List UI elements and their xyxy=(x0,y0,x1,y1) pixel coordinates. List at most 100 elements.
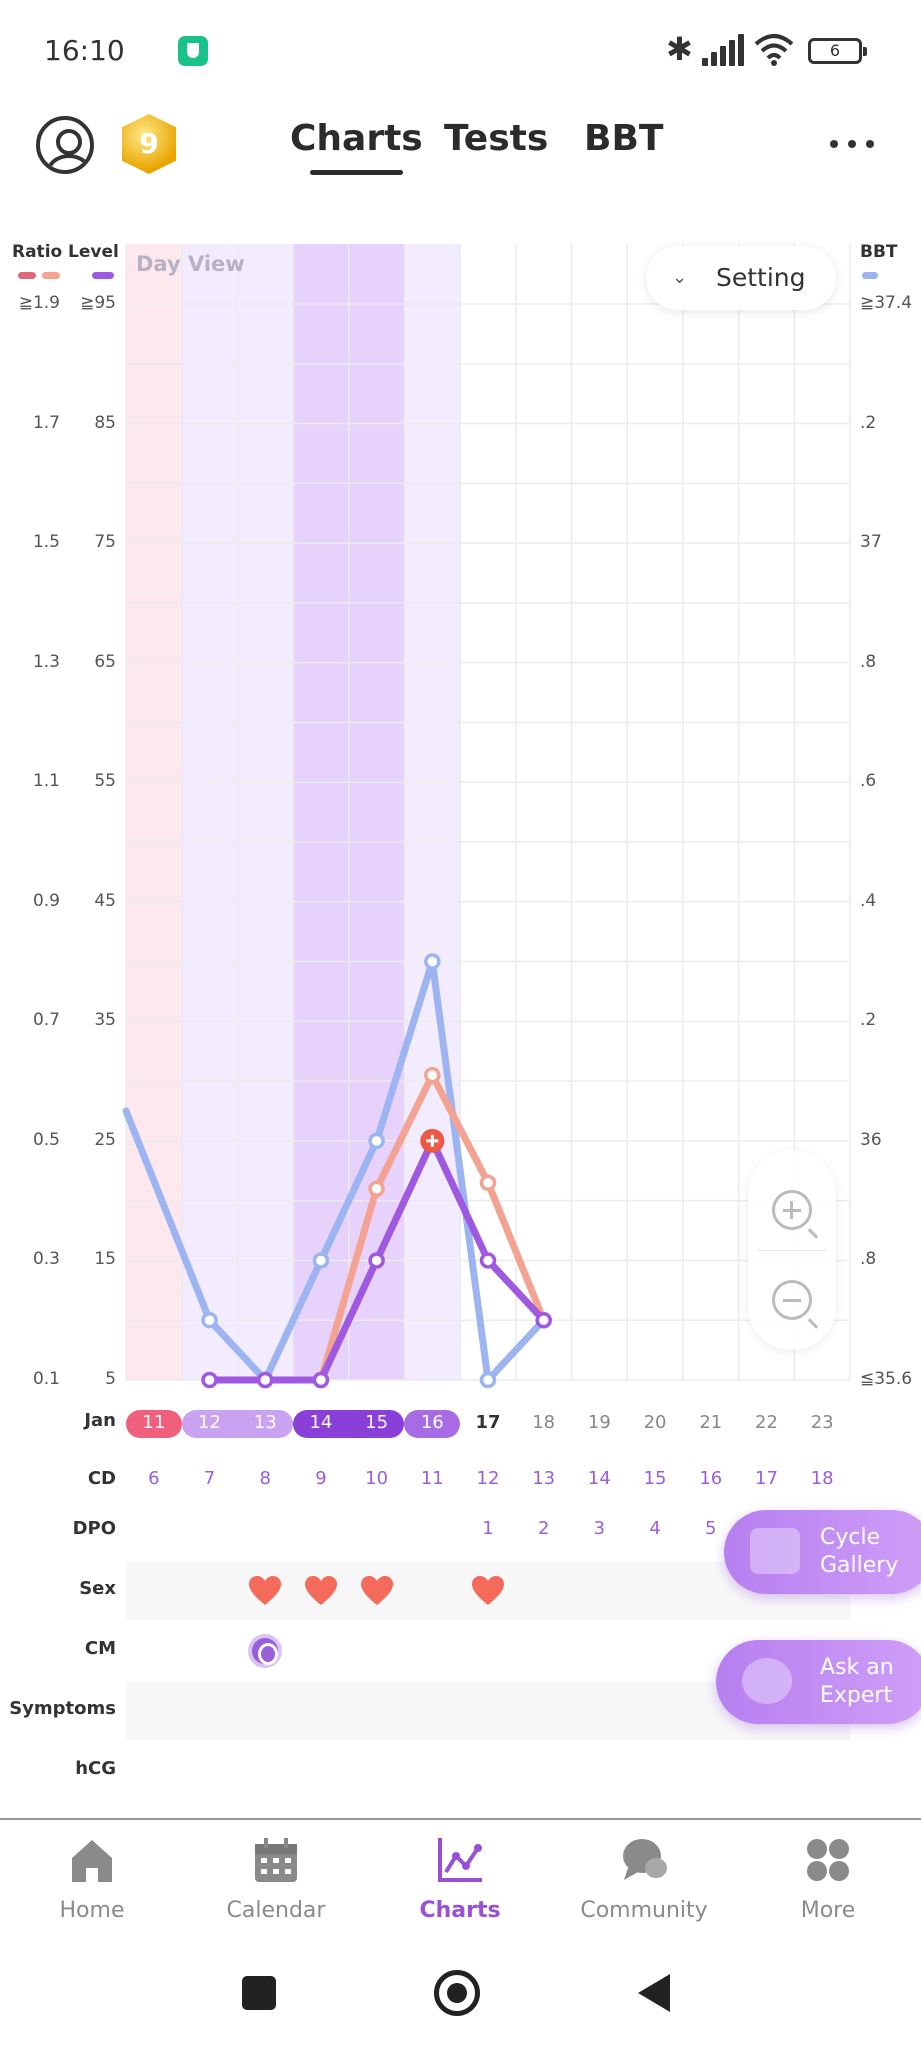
nav-more[interactable]: More xyxy=(736,1820,920,1940)
date-cell[interactable]: 23 xyxy=(810,1412,834,1433)
zoom-out-icon[interactable] xyxy=(772,1280,819,1329)
bluetooth-icon: ✱ xyxy=(666,30,693,68)
nav-community[interactable]: Community xyxy=(552,1820,736,1940)
peak-day-pill xyxy=(293,1410,405,1438)
ratio-point xyxy=(424,1066,441,1084)
shield-icon xyxy=(178,36,208,66)
cycle-gallery-line1: Cycle xyxy=(820,1525,881,1550)
heart-icon[interactable] xyxy=(360,1576,394,1606)
ratio-tick-label: 1.1 xyxy=(32,771,60,792)
fertile-day-pill xyxy=(181,1410,294,1438)
zoom-in-icon[interactable] xyxy=(772,1190,819,1239)
date-cell[interactable]: 18 xyxy=(532,1412,556,1433)
level-badge-icon[interactable]: 9 xyxy=(122,114,176,174)
level-tick-label: 35 xyxy=(94,1010,116,1031)
date-cell[interactable]: 19 xyxy=(587,1412,611,1433)
level-legend-dot xyxy=(92,272,114,279)
cd-cell: 14 xyxy=(587,1468,611,1489)
cd-cell: 16 xyxy=(699,1468,723,1489)
ratio-tick-label: 1.7 xyxy=(32,412,60,433)
nav-calendar[interactable]: Calendar xyxy=(184,1820,368,1940)
more-options-icon[interactable] xyxy=(830,140,874,148)
level-tick-label: 85 xyxy=(94,412,116,433)
bbt-tick-label: ≦35.6 xyxy=(860,1369,913,1389)
bbt-tick-label: .6 xyxy=(860,771,877,792)
date-cell[interactable]: 15 xyxy=(365,1412,389,1433)
ratio-tick-label: 1.5 xyxy=(32,532,60,553)
heart-icon[interactable] xyxy=(304,1576,338,1606)
expert-chat-icon xyxy=(742,1658,792,1704)
bbt-tick-label: .4 xyxy=(860,890,877,911)
nav-community-label: Community xyxy=(580,1898,708,1923)
cd-cell: 9 xyxy=(315,1468,327,1489)
bbt-axis-title: BBT xyxy=(860,242,898,262)
heart-icon[interactable] xyxy=(471,1576,505,1606)
dpo-cell: 5 xyxy=(705,1518,717,1539)
level-tick-label: 15 xyxy=(94,1249,116,1270)
level-tick-label: 55 xyxy=(94,771,116,792)
cd-row-label: CD xyxy=(87,1468,116,1489)
tab-tests[interactable]: Tests xyxy=(444,118,549,159)
tab-charts[interactable]: Charts xyxy=(290,118,423,175)
battery-icon: 6 xyxy=(808,38,867,64)
date-cell[interactable]: 20 xyxy=(643,1412,667,1433)
ratio-legend-dot-2 xyxy=(42,272,60,279)
date-cell[interactable]: 16 xyxy=(420,1412,444,1433)
ratio-tick-label: 0.5 xyxy=(32,1129,60,1150)
nav-charts-label: Charts xyxy=(419,1898,501,1923)
bbt-tick-label: ≧37.4 xyxy=(860,293,913,313)
status-time: 16:10 xyxy=(44,34,125,67)
fertility-chart: Ratio Level BBT ≧1.9 1.7 1.5 1.3 1.1 0.9 0.7 0.… xyxy=(0,230,921,1390)
cycle-gallery-button[interactable]: Cycle Gallery xyxy=(724,1510,921,1594)
dpo-row-label: DPO xyxy=(72,1518,116,1539)
bbt-tick-label: .8 xyxy=(860,1249,877,1270)
nav-home[interactable]: Home xyxy=(0,1820,184,1940)
level-point xyxy=(312,1371,330,1389)
cd-cell: 10 xyxy=(365,1468,389,1489)
gallery-icon xyxy=(750,1528,800,1574)
date-cell[interactable]: 22 xyxy=(755,1412,778,1433)
ask-expert-button[interactable]: Ask an Expert xyxy=(716,1640,921,1724)
top-header: 9 Charts Tests BBT xyxy=(0,100,921,220)
more-icon xyxy=(807,1839,849,1881)
bbt-tick-label: .8 xyxy=(860,651,877,672)
ratio-tick-label: 0.3 xyxy=(32,1249,60,1270)
bbt-point xyxy=(424,953,441,970)
chart-icon xyxy=(438,1838,482,1882)
setting-button[interactable]: ⌄ Setting xyxy=(646,246,836,310)
date-cell[interactable]: 12 xyxy=(198,1412,221,1433)
signal-icon xyxy=(702,34,744,66)
cd-cell: 17 xyxy=(755,1468,778,1489)
cd-cell: 8 xyxy=(259,1468,271,1489)
level-tick-label: 75 xyxy=(94,532,116,553)
cervical-mucus-icon[interactable] xyxy=(248,1634,283,1668)
date-cell[interactable]: 17 xyxy=(475,1412,501,1433)
tab-bbt[interactable]: BBT xyxy=(584,118,664,159)
date-cell[interactable]: 14 xyxy=(309,1412,333,1433)
heart-icon[interactable] xyxy=(248,1576,282,1606)
ratio-tick-label: ≧1.9 xyxy=(18,293,60,313)
bbt-series-line xyxy=(122,958,548,1384)
symptoms-row-label: Symptoms xyxy=(9,1698,116,1719)
ratio-tick-label: 0.1 xyxy=(32,1369,60,1389)
level-axis-title: Level xyxy=(68,242,119,262)
period-day-pill xyxy=(126,1410,182,1438)
bbt-point xyxy=(201,1311,218,1329)
cd-cell: 11 xyxy=(420,1468,444,1489)
level-tick-label: 25 xyxy=(94,1129,116,1150)
nav-charts[interactable]: Charts xyxy=(368,1820,552,1940)
date-cell[interactable]: 21 xyxy=(699,1412,723,1433)
ratio-tick-label: 1.3 xyxy=(32,651,60,672)
ratio-point xyxy=(479,1174,497,1191)
bbt-legend-dot xyxy=(862,272,878,279)
tab-bar: Charts Tests BBT xyxy=(0,118,921,178)
home-button-icon[interactable] xyxy=(434,1970,480,2016)
recent-apps-icon[interactable] xyxy=(242,1976,276,2010)
back-icon[interactable] xyxy=(636,1972,672,2014)
nav-home-label: Home xyxy=(59,1898,125,1923)
chevron-down-icon: ⌄ xyxy=(672,267,688,288)
level-point xyxy=(256,1371,274,1389)
date-cell[interactable]: 13 xyxy=(253,1412,277,1433)
home-icon xyxy=(72,1840,112,1882)
date-cell[interactable]: 11 xyxy=(142,1412,166,1433)
